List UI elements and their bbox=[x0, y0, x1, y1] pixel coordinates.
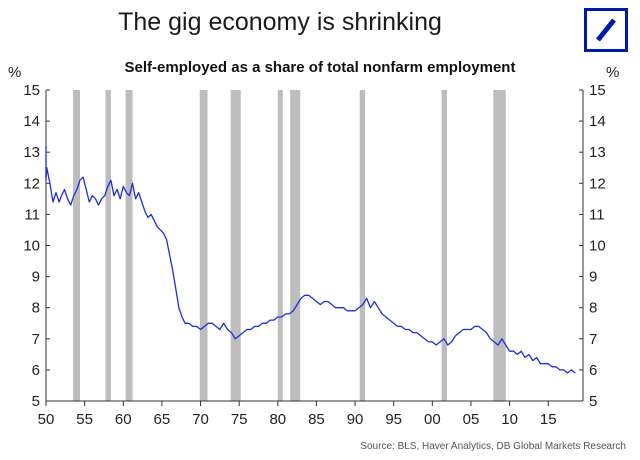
y-axis-unit-right: % bbox=[606, 64, 620, 81]
x-tick-label: 70 bbox=[192, 411, 209, 428]
recession-band-1 bbox=[105, 90, 111, 401]
recession-band-3 bbox=[199, 90, 208, 401]
y-tick-label-right: 12 bbox=[589, 175, 606, 192]
recession-band-0 bbox=[73, 90, 80, 401]
y-tick-label-right: 15 bbox=[589, 82, 606, 99]
recession-band-6 bbox=[290, 90, 301, 401]
x-tick-label: 65 bbox=[154, 411, 171, 428]
y-tick-label-right: 9 bbox=[589, 269, 597, 286]
x-tick-label: 15 bbox=[540, 411, 557, 428]
recession-band-2 bbox=[125, 90, 133, 401]
recession-band-7 bbox=[359, 90, 366, 401]
y-tick-label-left: 6 bbox=[32, 362, 40, 379]
chart-axes bbox=[45, 89, 584, 406]
y-tick-label-right: 6 bbox=[589, 362, 597, 379]
x-tick-label: 55 bbox=[76, 411, 93, 428]
chart-series bbox=[45, 146, 576, 374]
x-tick-label: 10 bbox=[501, 411, 518, 428]
y-tick-label-right: 13 bbox=[589, 144, 606, 161]
y-tick-label-left: 9 bbox=[32, 269, 40, 286]
x-tick-label: 80 bbox=[269, 411, 286, 428]
y-tick-label-right: 7 bbox=[589, 331, 597, 348]
y-tick-label-left: 11 bbox=[24, 206, 40, 223]
y-tick-label-left: 12 bbox=[23, 175, 40, 192]
source-note: Source: BLS, Haver Analytics, DB Global … bbox=[360, 441, 626, 452]
y-tick-label-left: 5 bbox=[32, 393, 40, 410]
recession-band-9 bbox=[493, 90, 506, 401]
x-tick-label: 60 bbox=[115, 411, 132, 428]
x-tick-label: 90 bbox=[347, 411, 364, 428]
chart-title: The gig economy is shrinking bbox=[118, 8, 442, 36]
y-tick-label-left: 13 bbox=[23, 144, 40, 161]
x-tick-label: 05 bbox=[463, 411, 480, 428]
series-line-0 bbox=[45, 146, 576, 374]
recession-band-8 bbox=[441, 90, 448, 401]
y-tick-label-right: 10 bbox=[589, 238, 606, 255]
y-tick-label-left: 15 bbox=[23, 82, 40, 99]
deutsche-bank-logo-icon bbox=[584, 8, 628, 52]
recession-bands bbox=[73, 90, 506, 401]
y-axis-unit-left: % bbox=[8, 64, 22, 81]
x-tick-label: 75 bbox=[231, 411, 248, 428]
x-tick-label: 85 bbox=[308, 411, 325, 428]
chart-subtitle: Self-employed as a share of total nonfar… bbox=[124, 59, 516, 76]
y-tick-label-left: 14 bbox=[23, 113, 40, 130]
y-tick-label-left: 10 bbox=[23, 238, 40, 255]
recession-band-5 bbox=[277, 90, 283, 401]
recession-band-4 bbox=[230, 90, 241, 401]
x-tick-label: 50 bbox=[38, 411, 55, 428]
x-tick-label: 95 bbox=[385, 411, 402, 428]
y-tick-label-right: 11 bbox=[589, 206, 605, 223]
y-tick-label-right: 14 bbox=[589, 113, 606, 130]
y-tick-label-left: 8 bbox=[32, 300, 40, 317]
y-tick-label-left: 7 bbox=[32, 331, 40, 348]
y-tick-label-right: 5 bbox=[589, 393, 597, 410]
y-tick-label-right: 8 bbox=[589, 300, 597, 317]
x-tick-label: 00 bbox=[424, 411, 441, 428]
